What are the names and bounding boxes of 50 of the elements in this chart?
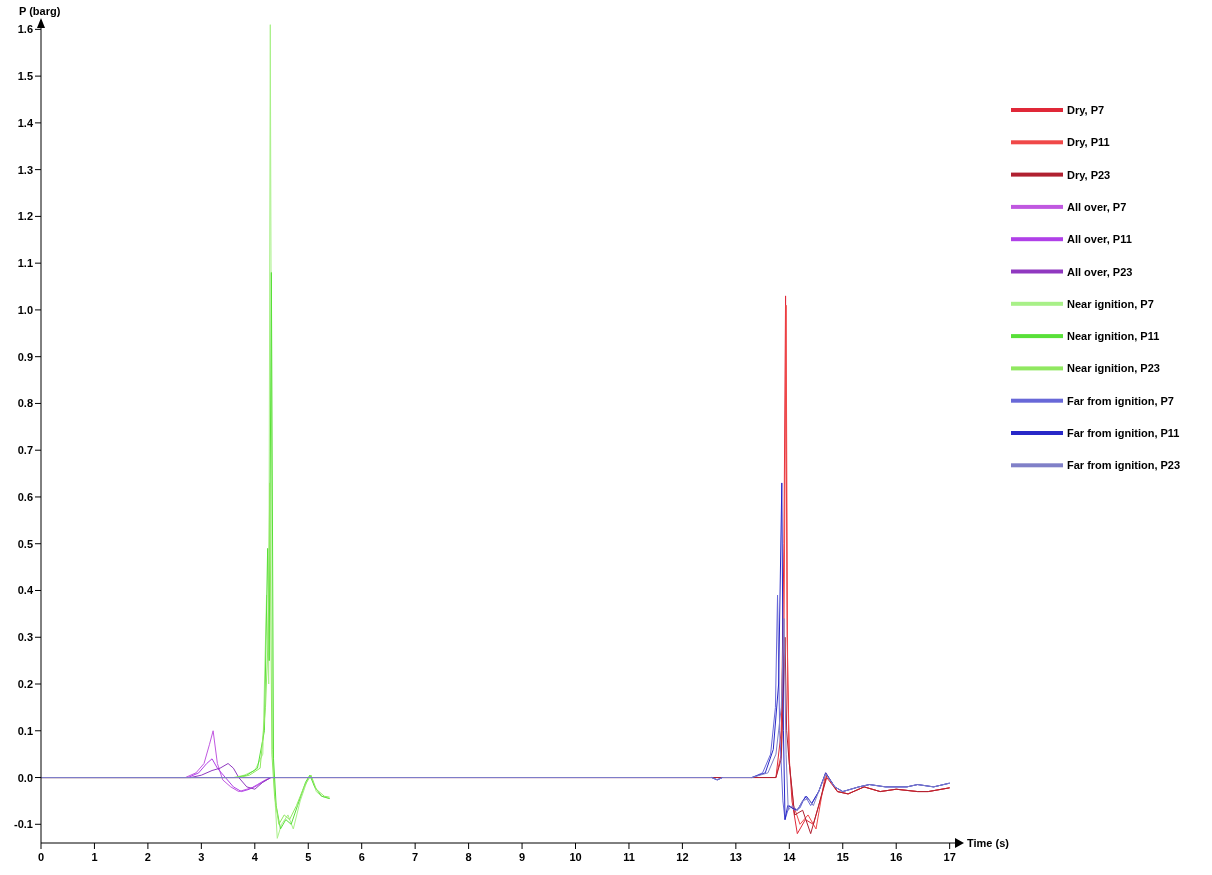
x-tick-label: 5 [305, 851, 312, 863]
legend-label: All over, P23 [1067, 265, 1133, 278]
x-tick-label: 7 [412, 851, 419, 863]
legend-label: Far from ignition, P11 [1067, 427, 1180, 439]
x-tick-label: 10 [569, 851, 582, 863]
y-tick-label: 0.3 [17, 631, 33, 644]
y-tick-label: 1.0 [17, 303, 33, 316]
y-tick-label: 1.4 [17, 116, 34, 129]
x-tick-label: 14 [783, 851, 797, 863]
x-axis-title: Time (s) [967, 837, 1010, 849]
y-tick-label: 1.3 [17, 163, 33, 176]
legend-label: Dry, P23 [1067, 168, 1111, 181]
legend-label: Near ignition, P7 [1067, 297, 1154, 310]
legend-label: Far from ignition, P7 [1067, 394, 1174, 407]
legend-label: All over, P11 [1067, 233, 1132, 246]
y-tick-label: 0.5 [17, 537, 33, 550]
y-tick-label: 0.1 [17, 724, 33, 737]
legend-label: Dry, P7 [1067, 104, 1105, 116]
legend-label: Near ignition, P11 [1067, 330, 1160, 343]
y-tick-label: 0.6 [17, 490, 33, 503]
legend-label: All over, P7 [1067, 200, 1127, 213]
x-tick-label: 0 [37, 851, 45, 863]
y-tick-label: -0.1 [14, 818, 33, 831]
x-tick-label: 2 [144, 851, 151, 863]
legend-label: Far from ignition, P23 [1067, 459, 1181, 472]
y-tick-label: 0.2 [17, 678, 33, 691]
y-axis-title: P (barg) [19, 5, 61, 17]
x-tick-label: 8 [465, 851, 472, 863]
x-tick-label: 3 [198, 851, 205, 863]
x-tick-label: 12 [676, 851, 689, 863]
y-tick-label: 0.0 [17, 771, 33, 784]
x-tick-label: 9 [518, 851, 526, 863]
x-tick-label: 1 [91, 851, 98, 863]
x-tick-label: 17 [943, 851, 956, 863]
y-tick-label: 1.2 [17, 210, 33, 223]
y-tick-label: 1.5 [17, 70, 33, 83]
y-tick-label: 1.1 [17, 257, 33, 270]
x-tick-label: 15 [836, 851, 849, 863]
legend-label: Dry, P11 [1067, 136, 1110, 149]
y-tick-label: 1.6 [17, 23, 33, 36]
y-tick-label: 0.7 [17, 444, 33, 457]
x-tick-label: 11 [623, 851, 635, 863]
x-tick-label: 16 [890, 851, 903, 863]
x-tick-label: 4 [251, 851, 259, 863]
y-tick-label: 0.9 [17, 350, 33, 363]
x-tick-label: 6 [358, 851, 365, 863]
y-tick-label: 0.4 [17, 584, 34, 597]
x-tick-label: 13 [729, 851, 742, 863]
y-tick-label: 0.8 [17, 397, 33, 410]
legend-label: Near ignition, P23 [1067, 362, 1160, 375]
